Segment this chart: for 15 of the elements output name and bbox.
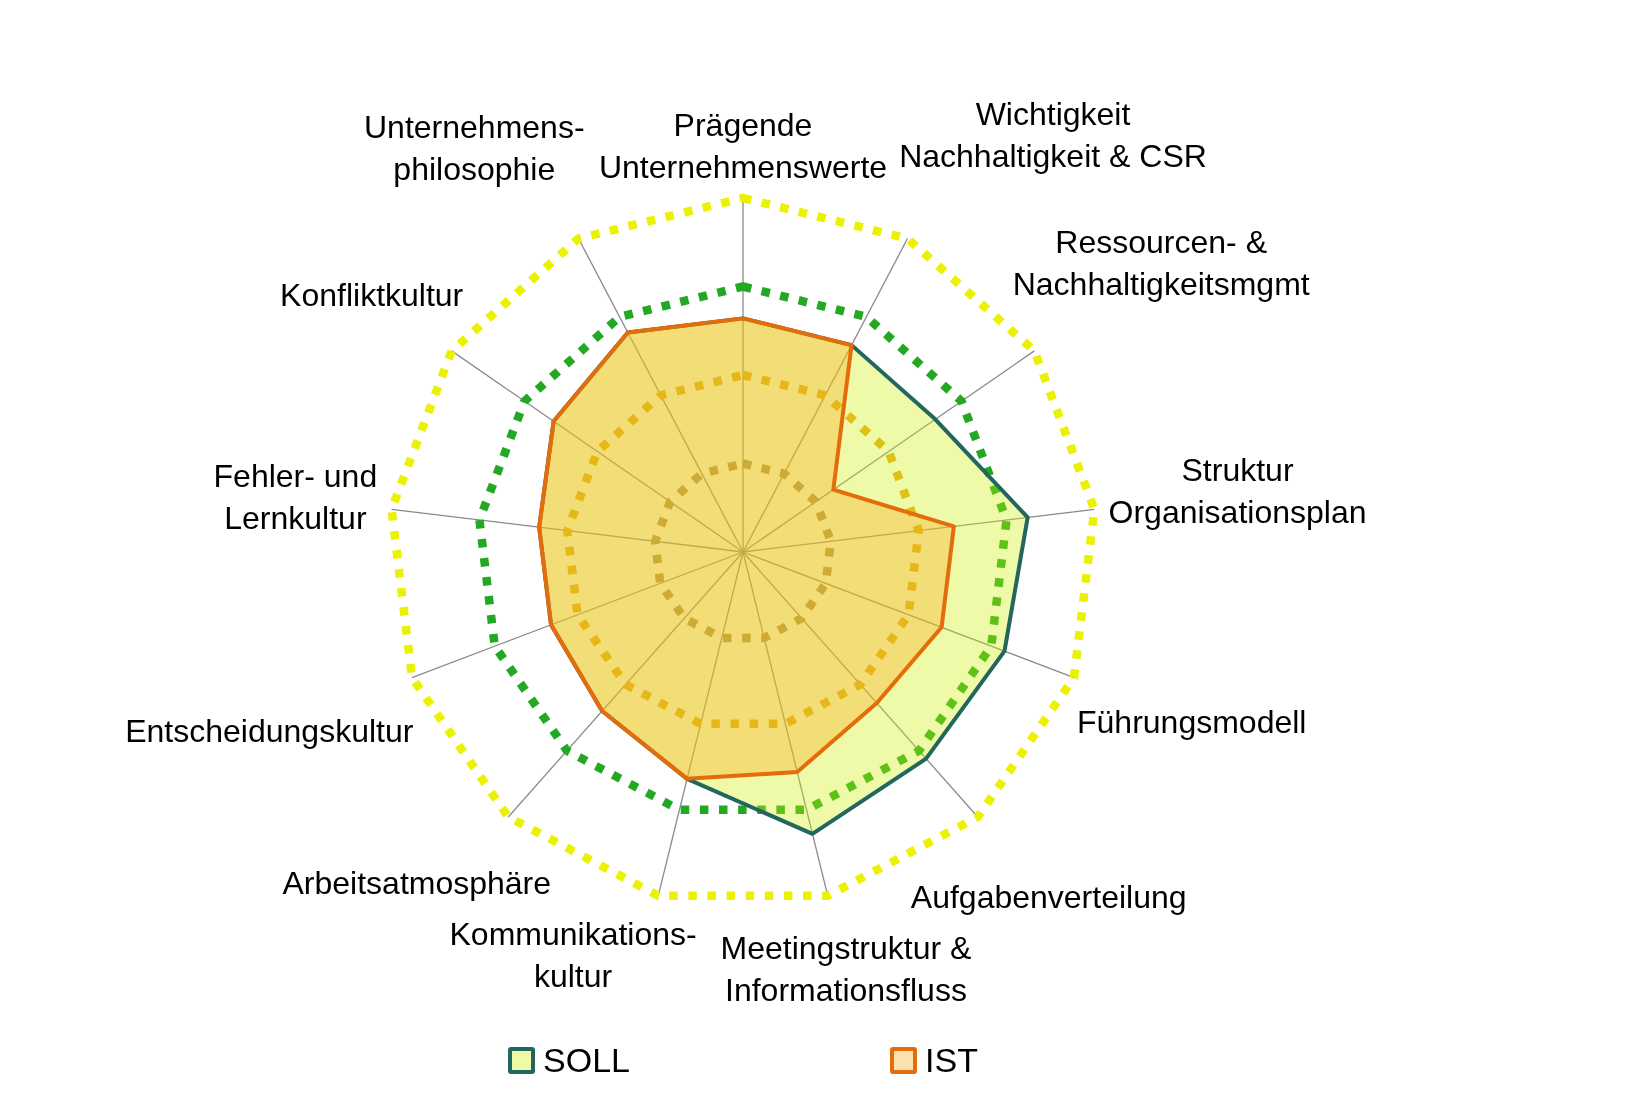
spoke-label: Arbeitsatmosphäre	[282, 865, 552, 902]
spoke-label: Meetingstruktur & Informationsfluss	[720, 930, 972, 1009]
spoke-label: Wichtigkeit Nachhaltigkeit & CSR	[899, 96, 1207, 175]
spoke-label: Prägende Unternehmenswerte	[598, 106, 888, 185]
spoke-label: Entscheidungskultur	[125, 713, 414, 750]
spoke-label: Struktur Organisationsplan	[1108, 452, 1367, 531]
spoke-label: Aufgabenverteilung	[910, 878, 1187, 915]
spoke-label: Konfliktkultur	[280, 277, 464, 314]
spoke-label: Ressourcen- & Nachhaltigkeitsmgmt	[1012, 223, 1310, 302]
legend-label: IST	[925, 1040, 978, 1081]
spoke-label: Führungsmodell	[1077, 703, 1307, 740]
spoke-label: Fehler- und Lernkultur	[213, 458, 378, 537]
legend-label: SOLL	[543, 1040, 631, 1081]
spoke-label: Unternehmens- philosophie	[364, 109, 585, 188]
spoke-label: Kommunikations- kultur	[449, 915, 697, 994]
